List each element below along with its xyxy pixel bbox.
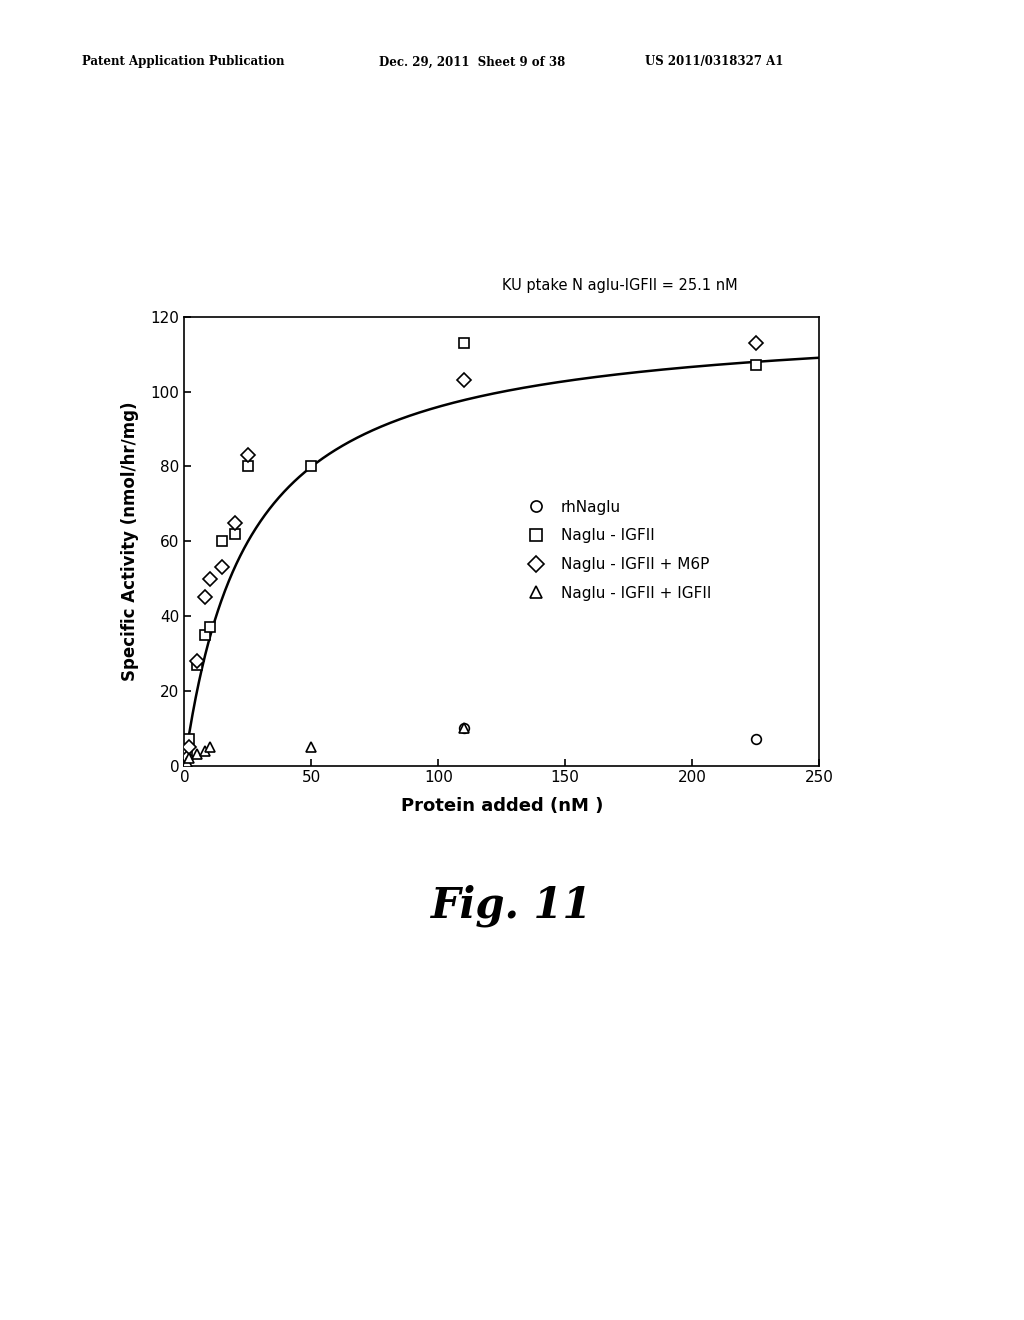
Text: US 2011/0318327 A1: US 2011/0318327 A1: [645, 55, 783, 69]
Text: Patent Application Publication: Patent Application Publication: [82, 55, 285, 69]
X-axis label: Protein added (nM ): Protein added (nM ): [400, 796, 603, 814]
Text: KU ptake N aglu-IGFII = 25.1 nM: KU ptake N aglu-IGFII = 25.1 nM: [502, 279, 737, 293]
Y-axis label: Specific Activity (nmol/hr/mg): Specific Activity (nmol/hr/mg): [122, 401, 139, 681]
Text: Dec. 29, 2011  Sheet 9 of 38: Dec. 29, 2011 Sheet 9 of 38: [379, 55, 565, 69]
Legend: rhNaglu, Naglu - IGFII, Naglu - IGFII + M6P, Naglu - IGFII + IGFII: rhNaglu, Naglu - IGFII, Naglu - IGFII + …: [515, 494, 717, 607]
Text: Fig. 11: Fig. 11: [431, 884, 593, 927]
